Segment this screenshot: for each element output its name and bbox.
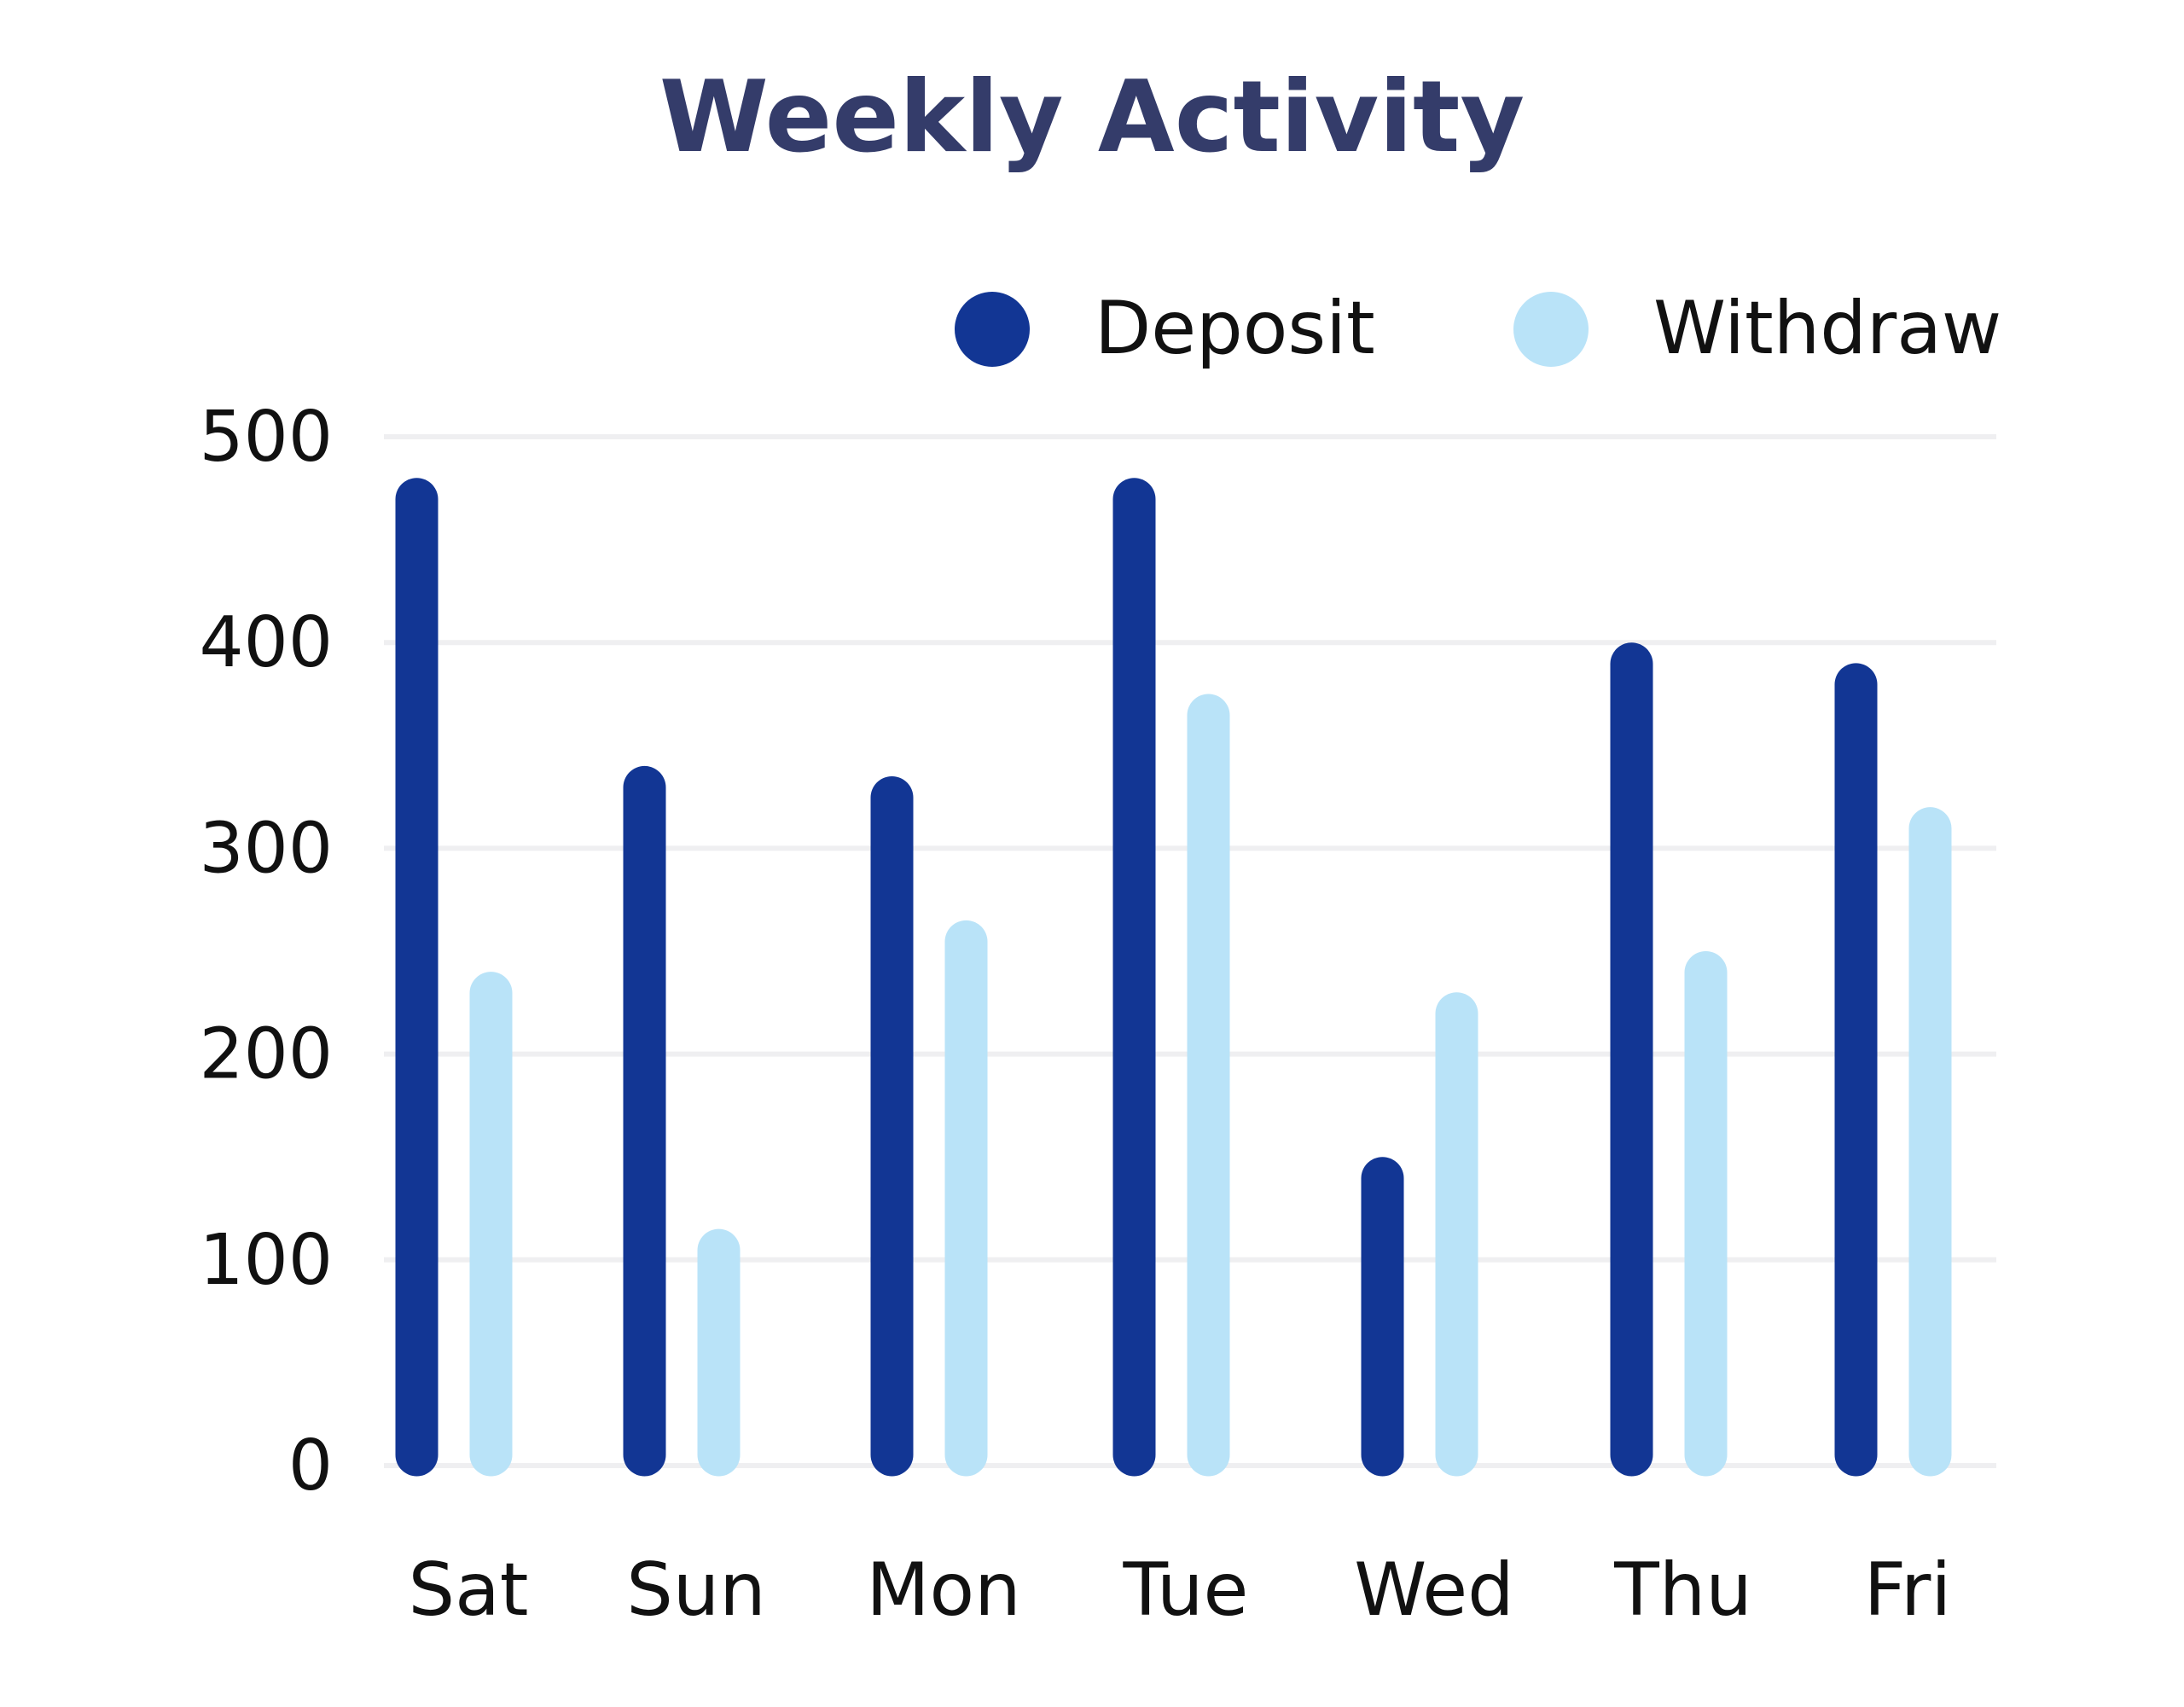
y-tick-label: 200 (199, 1014, 333, 1095)
x-tick-label: Fri (1864, 1547, 1951, 1633)
bar-withdraw-thu (1684, 951, 1728, 1477)
bar-withdraw-sun (697, 1228, 741, 1477)
bar-withdraw-mon (944, 920, 988, 1477)
bar-withdraw-fri (1908, 807, 1952, 1477)
bar-withdraw-tue (1187, 694, 1230, 1477)
legend-swatch-withdraw (1513, 292, 1589, 367)
legend-label-deposit: Deposit (1095, 286, 1375, 371)
bar-deposit-fri (1834, 663, 1878, 1477)
bar-withdraw-sat (469, 972, 513, 1477)
y-tick-label: 0 (288, 1425, 333, 1507)
x-tick-label: Sun (626, 1547, 766, 1633)
x-tick-label: Mon (866, 1547, 1020, 1633)
bar-withdraw-wed (1435, 992, 1478, 1477)
bar-deposit-mon (870, 775, 914, 1477)
bar-deposit-tue (1112, 478, 1156, 1477)
y-tick-label: 500 (199, 397, 333, 478)
bar-deposit-sun (623, 765, 666, 1477)
x-tick-label: Wed (1354, 1547, 1514, 1633)
y-tick-label: 300 (199, 808, 333, 889)
x-tick-label: Thu (1613, 1547, 1752, 1633)
y-tick-label: 400 (199, 602, 333, 683)
legend-label-withdraw: Withdraw (1653, 286, 2001, 371)
chart-title: Weekly Activity (659, 60, 1525, 175)
bar-deposit-sat (395, 478, 439, 1477)
bar-deposit-wed (1361, 1157, 1404, 1477)
y-tick-label: 100 (199, 1220, 333, 1301)
x-tick-label: Sat (408, 1547, 528, 1633)
bar-deposit-thu (1610, 642, 1653, 1477)
legend-swatch-deposit (955, 292, 1030, 367)
x-tick-label: Tue (1123, 1547, 1249, 1633)
